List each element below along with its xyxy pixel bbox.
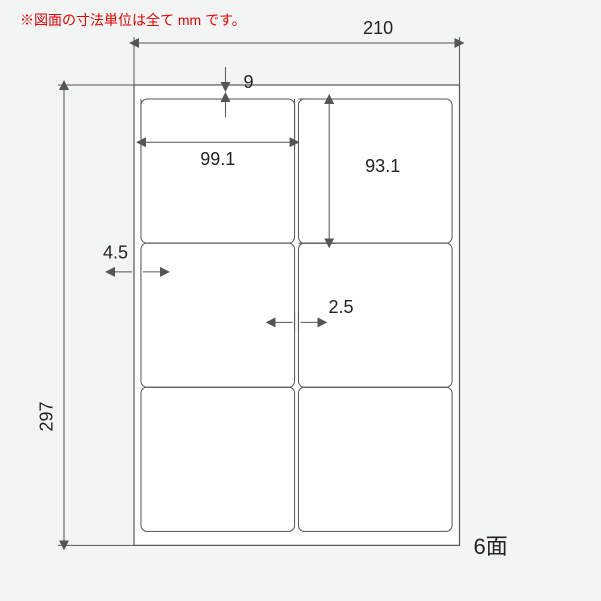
- svg-text:210: 210: [363, 18, 393, 38]
- faces-label: 6面: [474, 529, 508, 561]
- svg-text:2.5: 2.5: [328, 297, 353, 317]
- svg-text:4.5: 4.5: [103, 243, 128, 263]
- svg-text:297: 297: [37, 401, 57, 431]
- diagram-canvas: 210 297 9 99.1 93.1 4.5 2.5: [0, 0, 601, 601]
- svg-text:99.1: 99.1: [200, 149, 235, 169]
- svg-text:93.1: 93.1: [365, 156, 400, 176]
- svg-text:9: 9: [243, 72, 253, 92]
